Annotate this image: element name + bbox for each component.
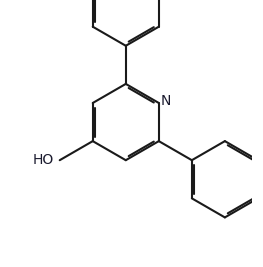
Text: HO: HO xyxy=(33,153,54,167)
Text: N: N xyxy=(160,94,171,108)
